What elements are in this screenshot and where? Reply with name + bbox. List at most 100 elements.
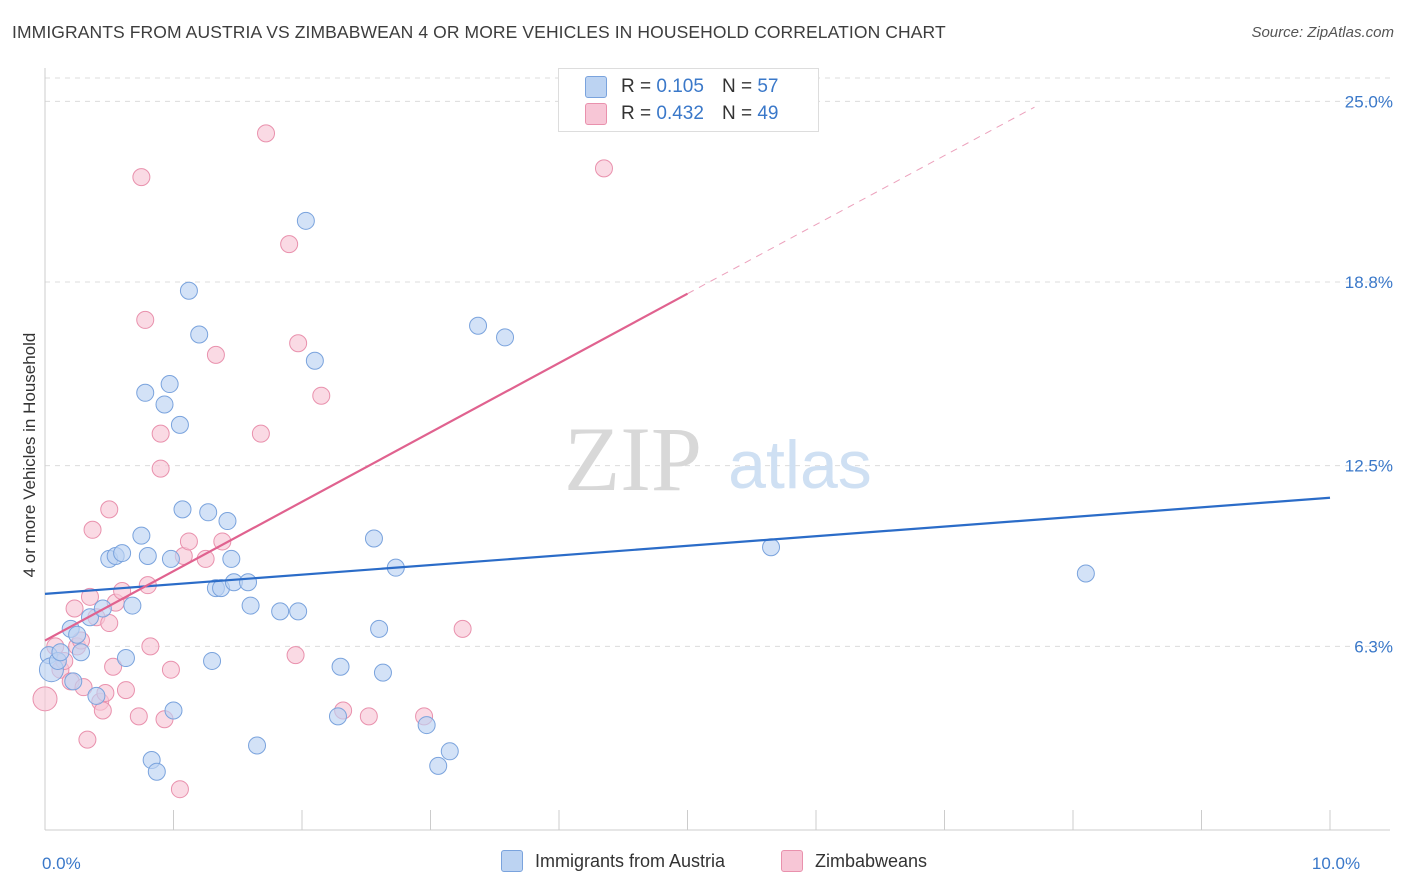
watermark: ZIP atlas: [564, 408, 872, 510]
austria-point: [71, 643, 90, 662]
austria-point: [222, 549, 241, 568]
austria-point: [190, 325, 209, 344]
austria-point: [179, 281, 198, 300]
austria-point: [138, 547, 157, 566]
austria-point: [305, 351, 324, 370]
austria-point: [218, 512, 237, 531]
austria-point: [136, 383, 155, 402]
austria-point: [373, 663, 392, 682]
zimbabweans-point: [129, 707, 148, 726]
zimbabweans-point: [179, 532, 198, 551]
legend-n-value: 57: [757, 76, 779, 97]
austria-point: [155, 395, 174, 414]
austria-point: [417, 716, 436, 735]
chart-title: IMMIGRANTS FROM AUSTRIA VS ZIMBABWEAN 4 …: [12, 22, 946, 42]
zimbabweans-point: [170, 780, 189, 799]
legend-swatch-austria: [585, 76, 607, 98]
zimbabweans-point: [78, 730, 97, 749]
zimbabweans-point: [151, 424, 170, 443]
bottom-legend-label-zimbabweans: Zimbabweans: [815, 850, 928, 871]
zimbabweans-point: [251, 424, 270, 443]
zimbabweans-point: [257, 124, 276, 143]
x-tick-label: 0.0%: [42, 854, 81, 873]
zimbabweans-point: [289, 334, 308, 353]
austria-point: [296, 211, 315, 230]
austria-point: [64, 672, 83, 691]
zimbabweans-point: [594, 159, 613, 178]
zimbabweans-point: [453, 619, 472, 638]
zimbabweans-point: [312, 386, 331, 405]
zimbabweans-point: [132, 168, 151, 187]
zimbabweans-point: [136, 310, 155, 329]
zimbabweans-point: [100, 500, 119, 519]
zimbabweans-point: [80, 587, 99, 606]
legend-r-value: 0.105: [656, 76, 704, 97]
austria-point: [51, 643, 70, 662]
austria-point: [364, 529, 383, 548]
y-tick-label: 18.8%: [1345, 273, 1393, 292]
legend-r-value: 0.432: [656, 103, 704, 124]
y-tick-label: 12.5%: [1345, 457, 1393, 476]
trend-lines: [44, 106, 1331, 642]
bottom-legend-label-austria: Immigrants from Austria: [535, 850, 726, 871]
austria-point: [239, 573, 258, 592]
austria-point: [164, 701, 183, 720]
bottom-legend-austria: Immigrants from Austria: [501, 850, 725, 872]
austria-point: [331, 657, 350, 676]
austria-point: [271, 602, 290, 621]
austria-point: [440, 742, 459, 761]
gridlines: [45, 77, 1390, 647]
legend-r-label: R =: [621, 76, 652, 97]
zimbabweans-point: [104, 657, 123, 676]
austria-point: [241, 596, 260, 615]
watermark-atlas: atlas: [728, 427, 872, 503]
zimbabweans-trend-extension: [687, 106, 1035, 295]
legend-n-label: N =: [721, 76, 753, 97]
zimbabweans-trend-line: [44, 292, 689, 642]
austria-point: [328, 707, 347, 726]
legend-swatch-zimbabweans: [585, 103, 607, 125]
axes: [44, 68, 1390, 831]
zimbabweans-point: [116, 681, 135, 700]
austria-point: [87, 686, 106, 705]
y-axis-label: 4 or more Vehicles in Household: [20, 332, 39, 578]
bottom-legend-zimbabweans: Zimbabweans: [781, 850, 927, 872]
austria-point: [199, 503, 218, 522]
austria-point: [116, 649, 135, 668]
bottom-legend-swatch-zimbabweans: [781, 850, 803, 872]
zimbabweans-point: [141, 637, 160, 656]
legend-row-zimbabweans: R = 0.432 N = 49: [585, 101, 778, 127]
austria-point: [161, 549, 180, 568]
x-tick-label: 10.0%: [1312, 854, 1360, 873]
austria-point: [429, 756, 448, 775]
stats-legend: R = 0.105 N = 57 R = 0.432 N = 49: [558, 68, 819, 132]
austria-point: [203, 651, 222, 670]
austria-point: [289, 602, 308, 621]
austria-point: [248, 736, 267, 755]
tick-labels: 6.3% 12.5% 18.8% 25.0% 0.0% 10.0%: [42, 92, 1393, 873]
austria-point: [173, 500, 192, 519]
legend-row-austria: R = 0.105 N = 57: [585, 74, 778, 100]
zimbabweans-point: [161, 660, 180, 679]
austria-point: [469, 316, 488, 335]
zimbabweans-point: [151, 459, 170, 478]
zimbabweans-points: [32, 124, 613, 799]
austria-point: [1076, 564, 1095, 583]
austria-point: [370, 619, 389, 638]
legend-n-label: N =: [721, 103, 753, 124]
austria-point: [123, 596, 142, 615]
austria-point: [132, 526, 151, 545]
austria-point: [160, 375, 179, 394]
austria-point: [147, 762, 166, 781]
zimbabweans-point: [359, 707, 378, 726]
austria-point: [762, 538, 781, 557]
watermark-zip: ZIP: [564, 408, 702, 510]
zimbabweans-point: [286, 646, 305, 665]
austria-point: [68, 625, 87, 644]
zimbabweans-point: [206, 345, 225, 364]
zimbabweans-point: [83, 520, 102, 539]
austria-trend-line: [44, 496, 1331, 596]
austria-point: [113, 544, 132, 563]
zimbabweans-point: [32, 686, 58, 712]
